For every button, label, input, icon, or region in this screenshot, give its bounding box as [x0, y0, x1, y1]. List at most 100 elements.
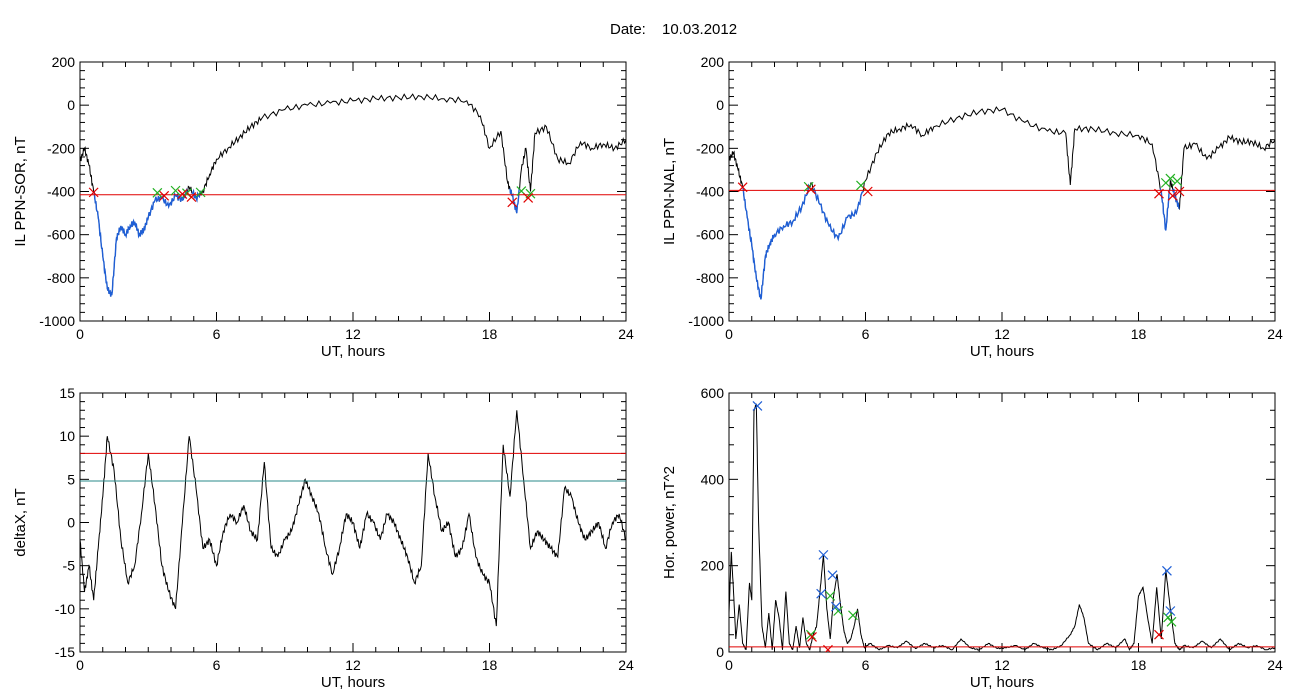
y-tick-label: -600 — [47, 227, 75, 243]
y-tick-label: 0 — [716, 644, 724, 660]
y-tick-label: 0 — [67, 97, 75, 113]
y-tick-label: -15 — [55, 644, 75, 660]
y-tick-label: -600 — [696, 227, 724, 243]
blue-marker — [1162, 565, 1172, 576]
y-tick-label: -400 — [696, 184, 724, 200]
y-tick-label: -200 — [47, 140, 75, 156]
highlight-segment — [1171, 188, 1180, 210]
plot-area — [80, 93, 626, 297]
x-tick-label: 12 — [345, 326, 361, 342]
x-axis-title: UT, hours — [970, 343, 1034, 360]
y-tick-label: -400 — [47, 184, 75, 200]
highlight-segment — [741, 183, 811, 300]
x-tick-label: 6 — [213, 657, 221, 673]
red-marker — [88, 187, 99, 198]
x-tick-label: 6 — [862, 326, 870, 342]
green-marker — [152, 187, 163, 198]
chart-p3: 0 6 12 18 24 15 10 5 0 -5 -10 -15 UT, hours deltaX, n… — [12, 385, 634, 691]
x-tick-label: 24 — [618, 657, 634, 673]
blue-marker — [816, 588, 827, 599]
y-tick-label: -10 — [55, 601, 75, 617]
x-tick-label: 18 — [1131, 657, 1147, 673]
plot-frame — [728, 61, 1276, 322]
blue-marker — [827, 570, 838, 581]
date-label: Date: — [610, 21, 646, 38]
green-marker — [1172, 176, 1183, 187]
red-marker — [807, 631, 817, 642]
red-marker — [805, 184, 816, 195]
blue-marker — [1165, 606, 1176, 616]
blue-marker — [831, 601, 841, 612]
red-marker — [523, 193, 534, 203]
y-tick-label: -200 — [696, 140, 724, 156]
y-tick-label: 200 — [52, 54, 76, 70]
x-tick-label: 12 — [994, 326, 1010, 342]
x-tick-label: 18 — [482, 326, 498, 342]
x-tick-label: 0 — [76, 326, 84, 342]
series-line — [729, 403, 1275, 651]
green-marker — [825, 590, 836, 601]
x-tick-label: 0 — [725, 657, 733, 673]
red-marker — [1174, 186, 1185, 197]
y-tick-label: 600 — [701, 385, 725, 401]
green-marker — [805, 629, 816, 640]
x-tick-label: 24 — [618, 326, 634, 342]
x-tick-label: 12 — [994, 657, 1010, 673]
green-marker — [170, 185, 181, 196]
red-marker — [823, 644, 833, 652]
y-tick-label: 5 — [67, 471, 75, 487]
y-axis-title: IL PPN-SOR, nT — [12, 136, 29, 246]
chart-p4: 0 6 12 18 24 0 200 400 600 UT, hours Hor. power, n… — [661, 385, 1283, 691]
blue-marker — [818, 549, 829, 560]
x-tick-label: 0 — [725, 326, 733, 342]
green-marker — [848, 610, 858, 621]
x-tick-label: 24 — [1267, 657, 1283, 673]
y-tick-label: -800 — [696, 270, 724, 286]
x-tick-label: 0 — [76, 657, 84, 673]
green-marker — [1163, 612, 1173, 623]
plot-area — [729, 106, 1275, 300]
y-axis-title: deltaX, nT — [12, 488, 29, 556]
y-tick-label: -1000 — [688, 313, 724, 329]
highlight-segment — [812, 187, 864, 242]
chart-p2: 0 6 12 18 24 200 0 -200 -400 -600 -800 -1000 UT, hou… — [661, 54, 1283, 360]
y-axis-title: IL PPN-NAL, nT — [661, 138, 678, 245]
y-tick-label: 0 — [67, 515, 75, 531]
blue-marker — [752, 401, 763, 411]
red-marker — [1154, 629, 1164, 640]
highlight-segment — [93, 187, 189, 297]
series-line — [729, 106, 1275, 300]
red-marker — [1154, 188, 1164, 199]
y-tick-label: -800 — [47, 270, 75, 286]
x-axis-title: UT, hours — [321, 343, 385, 360]
y-tick-label: -1000 — [39, 313, 75, 329]
y-tick-label: 400 — [701, 471, 725, 487]
red-marker — [177, 189, 188, 200]
x-tick-label: 18 — [482, 657, 498, 673]
y-tick-label: -5 — [63, 558, 76, 574]
red-marker — [159, 190, 170, 201]
x-axis-title: UT, hours — [970, 674, 1034, 691]
series-line — [80, 93, 626, 297]
highlight-segment — [191, 188, 201, 203]
series-line — [80, 410, 626, 627]
plot-area — [80, 410, 626, 627]
y-tick-label: 10 — [59, 428, 75, 444]
plot-frame — [728, 392, 1276, 653]
red-marker — [186, 192, 197, 203]
x-tick-label: 12 — [345, 657, 361, 673]
date-value: 10.03.2012 — [662, 21, 737, 38]
x-tick-label: 18 — [1131, 326, 1147, 342]
green-marker — [1166, 616, 1177, 627]
red-marker — [1167, 190, 1178, 201]
x-tick-label: 6 — [213, 326, 221, 342]
x-tick-label: 6 — [862, 657, 870, 673]
red-marker — [737, 182, 748, 193]
y-tick-label: 15 — [59, 385, 75, 401]
highlight-segment — [1159, 187, 1171, 231]
y-tick-label: 200 — [701, 558, 725, 574]
y-tick-label: 200 — [701, 54, 725, 70]
red-marker — [862, 186, 873, 197]
y-tick-label: 0 — [716, 97, 724, 113]
